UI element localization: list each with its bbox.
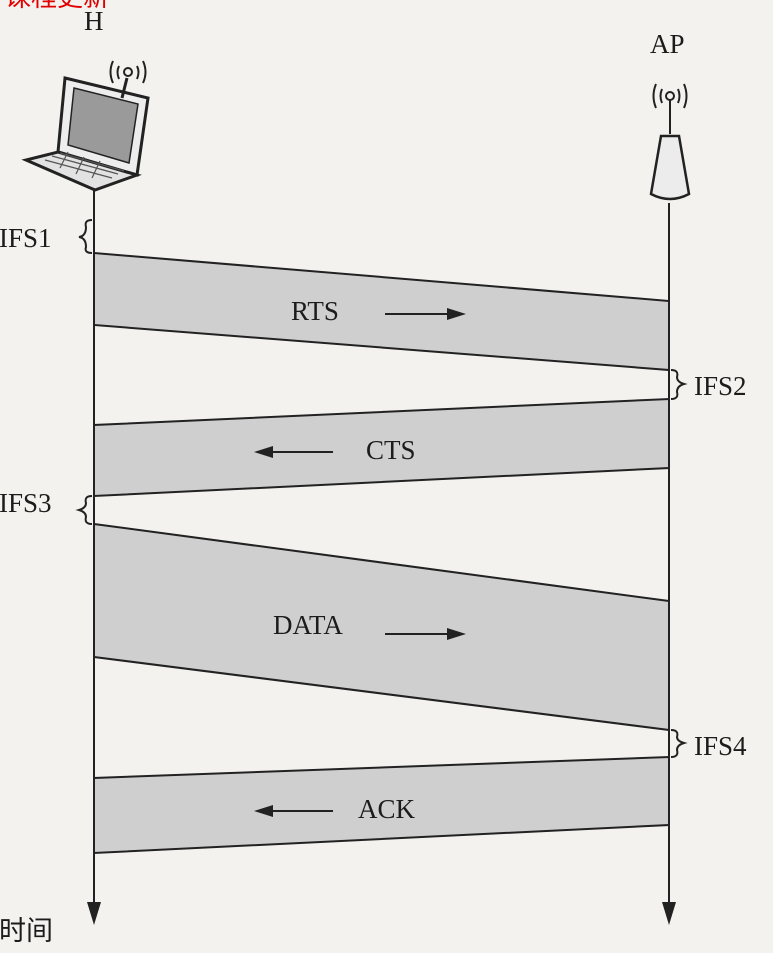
- ifs3-brace: [75, 495, 93, 525]
- ack-direction-arrow: [254, 805, 333, 817]
- ap-label: AP: [650, 29, 685, 59]
- data-frame: [93, 522, 670, 732]
- time-axis-label: 时间: [0, 916, 53, 947]
- ifs1-brace: [78, 219, 93, 254]
- data-direction-arrow: [385, 628, 466, 640]
- cts-label: CTS: [366, 435, 416, 465]
- rts-direction-arrow: [385, 308, 466, 320]
- ifs2-brace: [670, 369, 688, 400]
- cts-direction-arrow: [254, 446, 333, 458]
- access-point-icon: [649, 83, 691, 201]
- ifs2-label: IFS2: [694, 371, 747, 401]
- ifs1-label: IFS1: [0, 223, 52, 253]
- ifs3-label: IFS3: [0, 488, 52, 518]
- host-time-arrowhead: [87, 902, 101, 925]
- cts-frame: [93, 397, 670, 498]
- rts-label: RTS: [291, 296, 339, 326]
- data-label: DATA: [273, 610, 343, 640]
- ifs4-label: IFS4: [694, 731, 747, 761]
- ap-time-arrowhead: [662, 902, 676, 925]
- host-label: H: [84, 6, 104, 36]
- ack-frame: [93, 755, 670, 855]
- watermark-text: 课程更新: [5, 0, 109, 12]
- rts-frame: [93, 251, 670, 372]
- ifs4-brace: [670, 729, 688, 758]
- laptop-icon: [21, 60, 150, 192]
- ack-label: ACK: [358, 794, 416, 824]
